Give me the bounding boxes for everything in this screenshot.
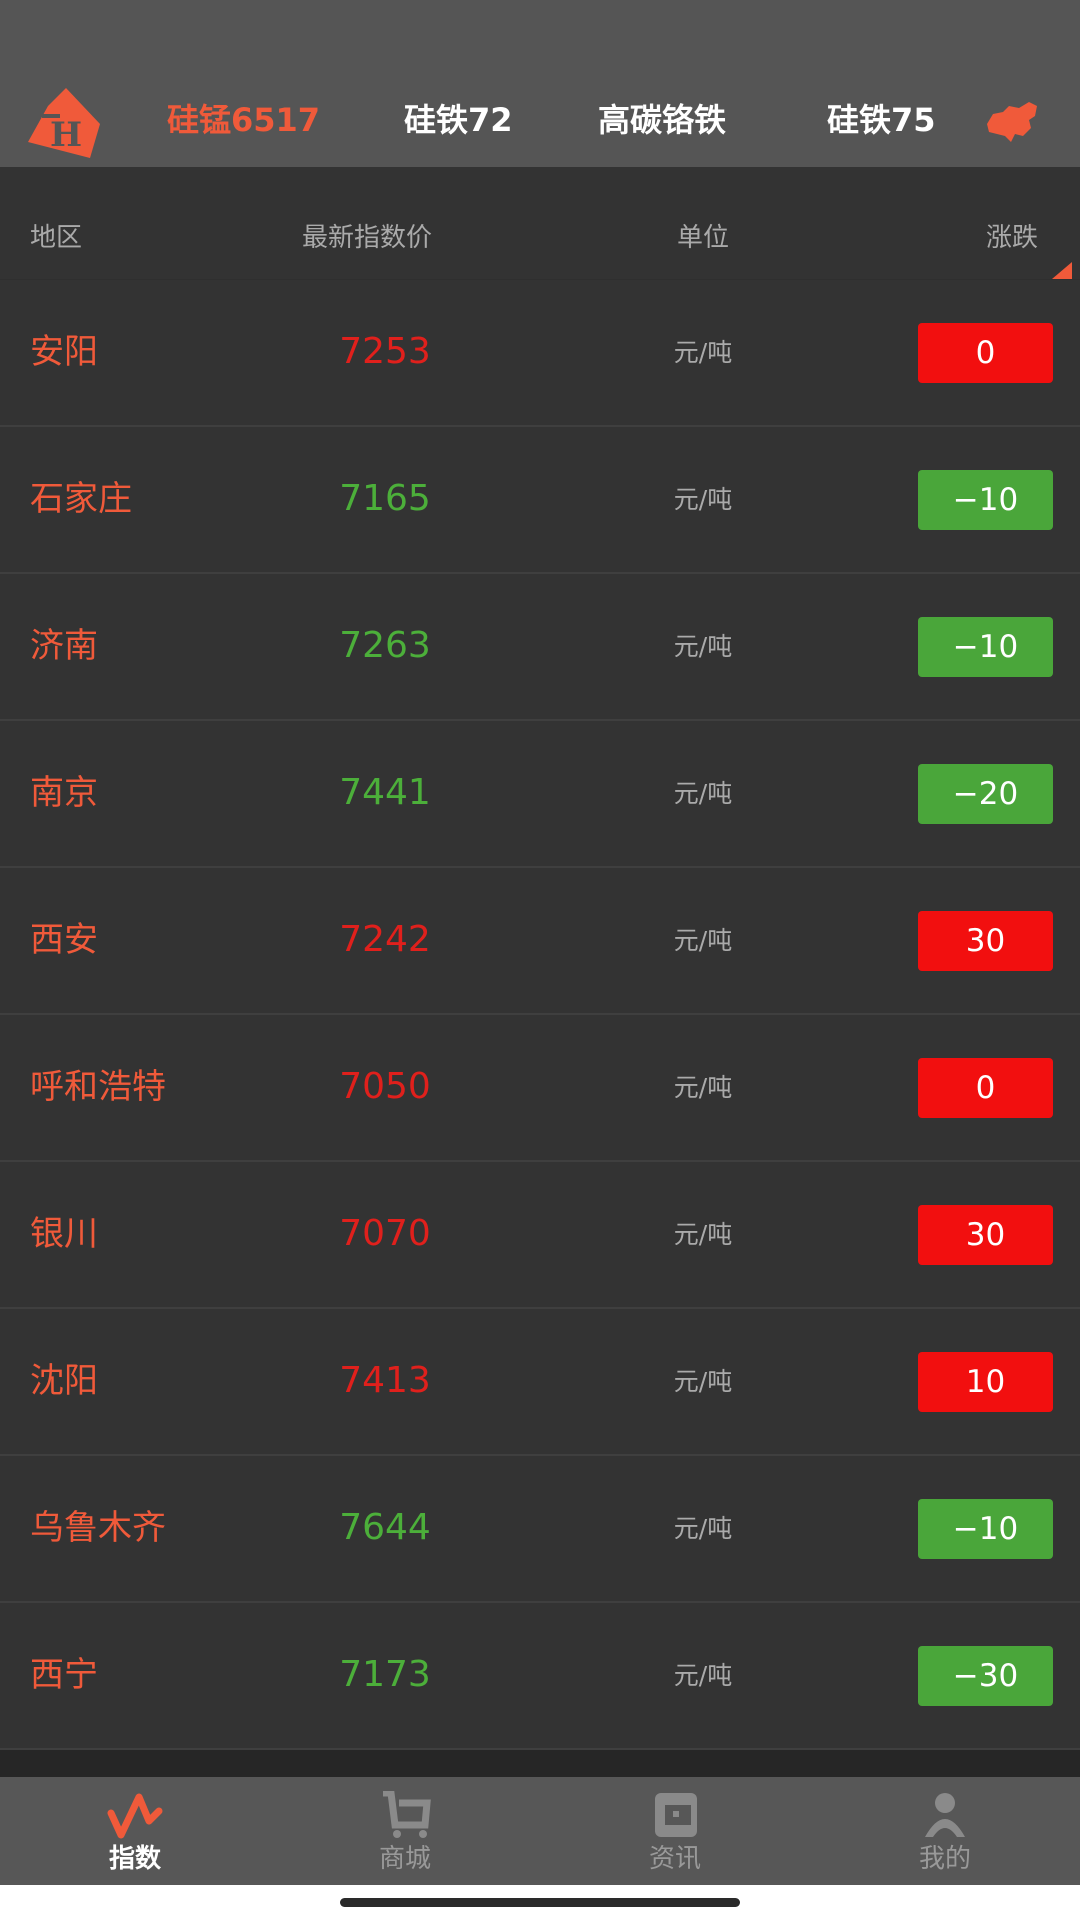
bottom-nav: 指数 商城 资讯 我的 — [0, 1777, 1080, 1885]
nav-index[interactable]: 指数 — [0, 1777, 270, 1885]
table-row[interactable]: 银川 7070 元/吨 30 — [0, 1162, 1080, 1309]
nav-label: 我的 — [918, 1844, 971, 1874]
column-header-row: 地区 最新指数价 单位 涨跌 — [0, 167, 1080, 279]
tab-high-carbon-ferrochrome[interactable]: 高碳铬铁 — [598, 101, 727, 139]
change-badge: −10 — [918, 617, 1053, 677]
region-name: 西安 — [30, 920, 98, 960]
table-row[interactable]: 沈阳 7413 元/吨 10 — [0, 1309, 1080, 1456]
table-row[interactable]: 济南 7263 元/吨 −10 — [0, 574, 1080, 721]
unit: 元/吨 — [673, 1661, 733, 1690]
cart-icon — [383, 1791, 431, 1838]
change-badge: 30 — [918, 1205, 1053, 1265]
region-name: 西宁 — [30, 1655, 98, 1695]
tab-ferrosilicon-75[interactable]: 硅铁75 — [827, 101, 936, 139]
latest-price: 7644 — [339, 1507, 431, 1548]
tab-silicomanganese-6517[interactable]: 硅锰6517 — [167, 101, 321, 139]
tab-ferrosilicon-72[interactable]: 硅铁72 — [404, 101, 513, 139]
unit: 元/吨 — [673, 1073, 733, 1102]
index-wave-icon — [107, 1793, 163, 1839]
latest-price: 7263 — [339, 625, 431, 666]
change-badge: 0 — [918, 1058, 1053, 1118]
region-name: 乌鲁木齐 — [30, 1508, 166, 1548]
latest-price: 7253 — [339, 331, 431, 372]
latest-price: 7173 — [339, 1654, 431, 1695]
header-change[interactable]: 涨跌 — [986, 223, 1039, 253]
top-bar: H 硅锰6517 硅铁72 高碳铬铁 硅铁75 — [0, 0, 1080, 167]
change-badge: 30 — [918, 911, 1053, 971]
table-row[interactable]: 石家庄 7165 元/吨 −10 — [0, 427, 1080, 574]
region-name: 银川 — [30, 1214, 98, 1254]
nav-label: 指数 — [108, 1844, 161, 1874]
home-indicator[interactable] — [340, 1898, 740, 1907]
latest-price: 7070 — [339, 1213, 431, 1254]
th-logo-icon: H — [28, 88, 100, 158]
svg-text:H: H — [50, 115, 82, 155]
sort-indicator-icon[interactable] — [1052, 262, 1072, 279]
change-badge: −10 — [918, 470, 1053, 530]
table-row[interactable]: 西宁 7173 元/吨 −30 — [0, 1603, 1080, 1750]
header-region: 地区 — [30, 223, 83, 253]
nav-mall[interactable]: 商城 — [270, 1777, 540, 1885]
table-row[interactable]: 南京 7441 元/吨 −20 — [0, 721, 1080, 868]
table-row[interactable]: 西安 7242 元/吨 30 — [0, 868, 1080, 1015]
nav-label: 商城 — [378, 1844, 431, 1874]
region-name: 济南 — [30, 626, 98, 666]
china-map-icon[interactable] — [985, 102, 1040, 142]
nav-label: 资讯 — [648, 1844, 701, 1874]
table-row[interactable]: 安阳 7253 元/吨 0 — [0, 280, 1080, 427]
nav-news[interactable]: 资讯 — [540, 1777, 810, 1885]
region-name: 呼和浩特 — [30, 1067, 166, 1107]
header-latest-price: 最新指数价 — [302, 223, 433, 253]
latest-price: 7242 — [339, 919, 431, 960]
latest-price: 7413 — [339, 1360, 431, 1401]
partial-row — [0, 1750, 1080, 1778]
region-name: 安阳 — [30, 332, 98, 372]
region-name: 沈阳 — [30, 1361, 98, 1401]
change-badge: 0 — [918, 323, 1053, 383]
change-badge: −10 — [918, 1499, 1053, 1559]
table-row[interactable]: 乌鲁木齐 7644 元/吨 −10 — [0, 1456, 1080, 1603]
unit: 元/吨 — [673, 1220, 733, 1249]
price-table: 安阳 7253 元/吨 0 石家庄 7165 元/吨 −10 济南 7263 元/吨… — [0, 280, 1080, 1750]
latest-price: 7441 — [339, 772, 431, 813]
region-name: 石家庄 — [30, 479, 132, 519]
unit: 元/吨 — [673, 632, 733, 661]
header-unit: 单位 — [677, 223, 730, 253]
unit: 元/吨 — [673, 1514, 733, 1543]
change-badge: 10 — [918, 1352, 1053, 1412]
change-badge: −30 — [918, 1646, 1053, 1706]
change-badge: −20 — [918, 764, 1053, 824]
latest-price: 7165 — [339, 478, 431, 519]
unit: 元/吨 — [673, 485, 733, 514]
unit: 元/吨 — [673, 1367, 733, 1396]
nav-mine[interactable]: 我的 — [810, 1777, 1080, 1885]
region-name: 南京 — [30, 773, 98, 813]
user-icon — [925, 1793, 965, 1837]
unit: 元/吨 — [673, 926, 733, 955]
unit: 元/吨 — [673, 779, 733, 808]
unit: 元/吨 — [673, 338, 733, 367]
news-icon — [655, 1793, 697, 1837]
table-row[interactable]: 呼和浩特 7050 元/吨 0 — [0, 1015, 1080, 1162]
latest-price: 7050 — [339, 1066, 431, 1107]
